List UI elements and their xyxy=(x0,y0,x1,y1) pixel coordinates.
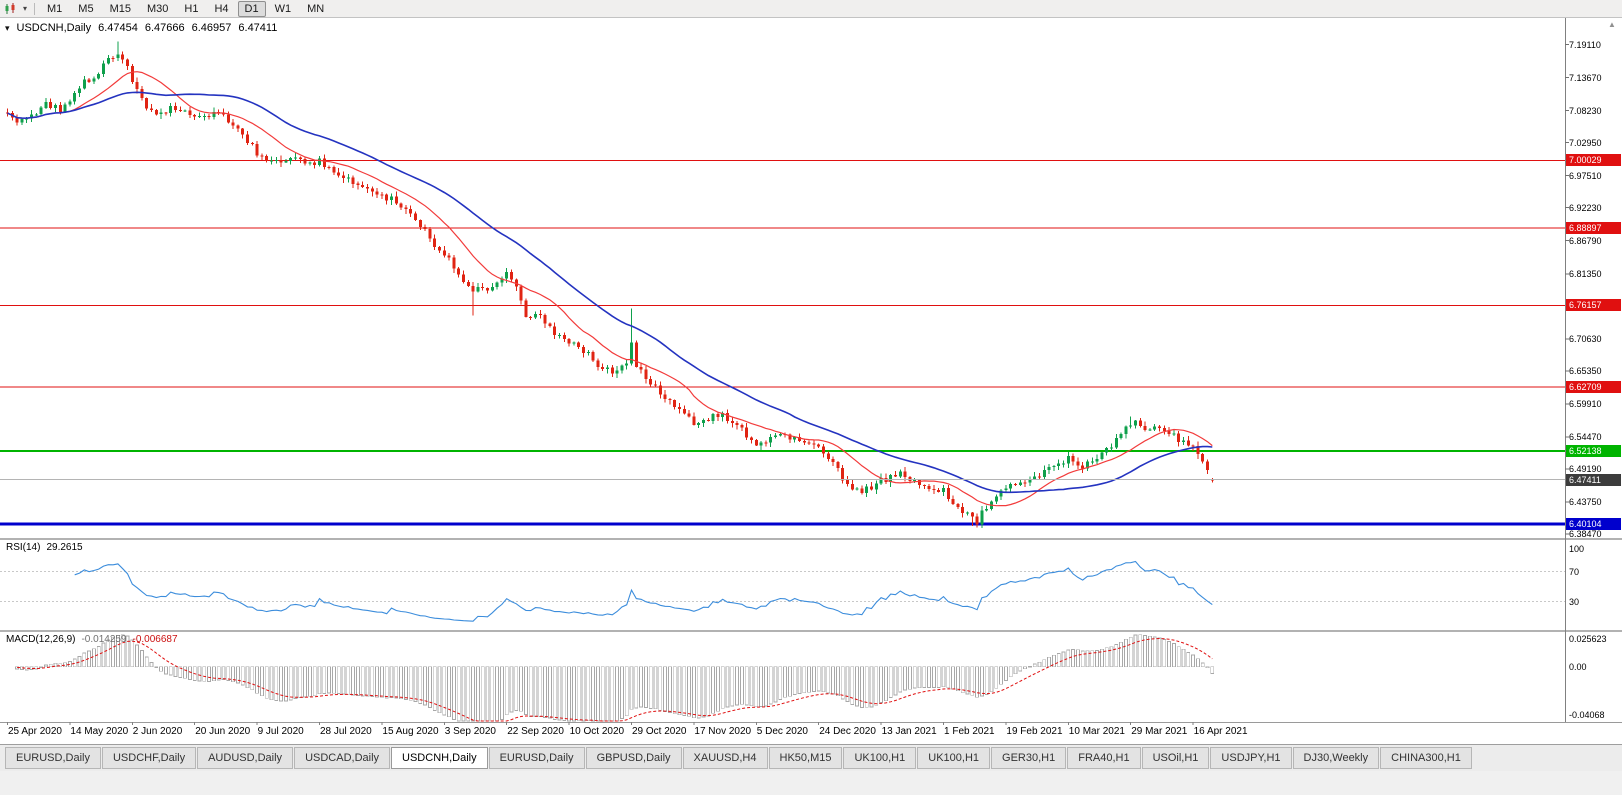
bottom-strip xyxy=(0,771,1622,795)
timeframe-mn[interactable]: MN xyxy=(307,2,325,15)
macd-signal-value: -0.006687 xyxy=(132,634,178,645)
chart-tab-usdcnh-daily[interactable]: USDCNH,Daily xyxy=(391,747,488,769)
timeframe-m5[interactable]: M5 xyxy=(78,2,94,15)
chart-tab-gbpusd-daily[interactable]: GBPUSD,Daily xyxy=(585,747,682,769)
ohlc-high: 6.47666 xyxy=(144,22,185,34)
timeframe-w1[interactable]: W1 xyxy=(274,2,292,15)
timeframe-h4[interactable]: H4 xyxy=(214,2,229,15)
timeframe-m15[interactable]: M15 xyxy=(109,2,131,15)
rsi-name: RSI(14) xyxy=(6,542,41,553)
chart-tab-audusd-daily[interactable]: AUDUSD,Daily xyxy=(197,747,294,769)
chart-tab-uk100-h1[interactable]: UK100,H1 xyxy=(917,747,991,769)
chart-tab-hk50-m15[interactable]: HK50,M15 xyxy=(768,747,843,769)
dropdown-arrow-icon[interactable]: ▾ xyxy=(23,3,28,13)
chart-tab-usdjpy-h1[interactable]: USDJPY,H1 xyxy=(1210,747,1292,769)
chart-canvas[interactable] xyxy=(0,0,1622,744)
timeframe-toolbar: ▾ M1 M5 M15 M30 H1 H4 D1 W1 MN xyxy=(0,0,1622,18)
macd-indicator-label: MACD(12,26,9) -0.014259 -0.006687 xyxy=(6,634,178,645)
ohlc-low: 6.46957 xyxy=(191,22,232,34)
chart-symbol-period: USDCNH,Daily xyxy=(16,22,92,34)
timeframe-h1[interactable]: H1 xyxy=(184,2,199,15)
timeframe-d1[interactable]: D1 xyxy=(237,0,266,17)
chart-tab-uk100-h1[interactable]: UK100,H1 xyxy=(843,747,917,769)
chart-tab-xauusd-h4[interactable]: XAUUSD,H4 xyxy=(682,747,768,769)
chart-tab-china300-h1[interactable]: CHINA300,H1 xyxy=(1380,747,1472,769)
macd-main-value: -0.014259 xyxy=(81,634,127,645)
toolbar-separator xyxy=(34,2,36,15)
chart-type-icon[interactable] xyxy=(2,1,20,17)
chart-tab-ger30-h1[interactable]: GER30,H1 xyxy=(991,747,1067,769)
chart-title: ▾ USDCNH,Daily 6.47454 6.47666 6.46957 6… xyxy=(5,22,277,34)
ohlc-close: 6.47411 xyxy=(238,22,278,34)
chart-tab-fra40-h1[interactable]: FRA40,H1 xyxy=(1067,747,1141,769)
chart-tab-usdchf-daily[interactable]: USDCHF,Daily xyxy=(101,747,197,769)
price-scale-arrow-icon[interactable]: ▲ xyxy=(1608,20,1616,29)
symbol-menu-icon[interactable]: ▾ xyxy=(5,22,10,33)
chart-tab-eurusd-daily[interactable]: EURUSD,Daily xyxy=(488,747,585,769)
chart-tab-eurusd-daily[interactable]: EURUSD,Daily xyxy=(5,747,101,769)
rsi-indicator-label: RSI(14) 29.2615 xyxy=(6,542,83,553)
rsi-value: 29.2615 xyxy=(46,542,83,553)
chart-tab-usoil-h1[interactable]: USOil,H1 xyxy=(1141,747,1210,769)
chart-tab-dj30-weekly[interactable]: DJ30,Weekly xyxy=(1292,747,1380,769)
ohlc-open: 6.47454 xyxy=(98,22,138,34)
timeframe-m30[interactable]: M30 xyxy=(146,2,169,15)
chart-tab-usdcad-daily[interactable]: USDCAD,Daily xyxy=(294,747,391,769)
chart-tabs: EURUSD,Daily USDCHF,Daily AUDUSD,Daily USDC… xyxy=(0,744,1622,771)
macd-name: MACD(12,26,9) xyxy=(6,634,76,645)
timeframe-buttons: M1 M5 M15 M30 H1 H4 D1 W1 MN xyxy=(39,0,332,17)
timeframe-m1[interactable]: M1 xyxy=(47,2,63,15)
